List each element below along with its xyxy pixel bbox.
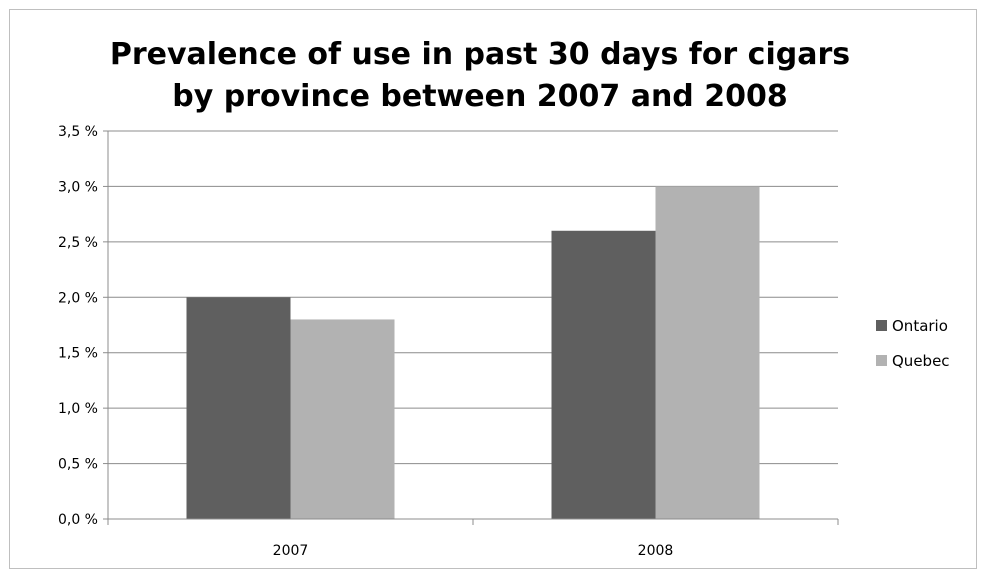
y-tick-label: 1,0 % <box>58 401 98 417</box>
y-tick-label: 0,0 % <box>58 512 98 528</box>
chart-title-line-2: by province between 2007 and 2008 <box>172 79 787 114</box>
y-tick-label: 3,0 % <box>58 179 98 195</box>
y-tick-label: 0,5 % <box>58 457 98 473</box>
chart-title-line-1: Prevalence of use in past 30 days for ci… <box>110 37 850 72</box>
y-tick-label: 2,5 % <box>58 235 98 251</box>
bars <box>186 186 760 519</box>
x-tick-label: 2007 <box>273 543 309 559</box>
legend-label-quebec: Quebec <box>892 352 950 370</box>
bar-quebec-2007 <box>290 319 395 519</box>
y-tick-label: 3,5 % <box>58 124 98 140</box>
legend: Ontario Quebec <box>876 317 950 370</box>
legend-swatch-quebec <box>876 355 887 366</box>
axes: 0,0 % 0,5 % 1,0 % 1,5 % 2,0 % 2,5 % 3,0 % 3,5 %… <box>58 124 839 559</box>
y-tick-label: 2,0 % <box>58 290 98 306</box>
bar-quebec-2008 <box>655 186 760 519</box>
legend-label-ontario: Ontario <box>892 317 948 335</box>
chart-frame <box>9 9 977 569</box>
bar-ontario-2007 <box>186 297 291 519</box>
x-tick-label: 2008 <box>638 543 674 559</box>
legend-swatch-ontario <box>876 320 887 331</box>
bar-ontario-2008 <box>551 230 656 519</box>
y-tick-label: 1,5 % <box>58 346 98 362</box>
